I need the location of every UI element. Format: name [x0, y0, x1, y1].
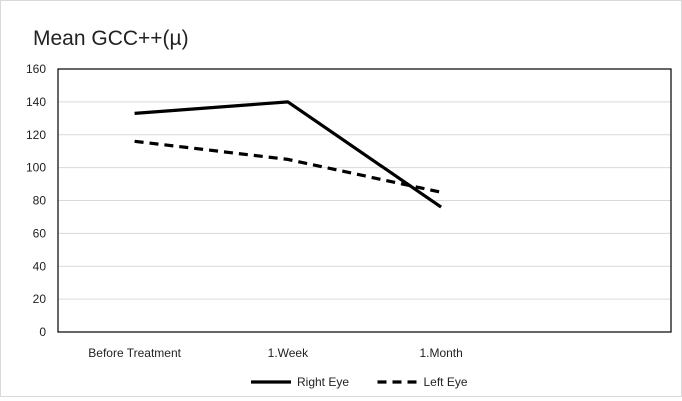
- gridlines: [58, 68, 671, 333]
- series-line-left-eye: [134, 139, 442, 194]
- y-tick-label: 120: [26, 128, 46, 142]
- y-tick-label: 20: [33, 292, 47, 306]
- legend: Right Eye Left Eye: [251, 375, 468, 389]
- chart-title: Mean GCC++(µ): [33, 27, 189, 50]
- y-tick-label: 140: [26, 95, 46, 109]
- y-tick-label: 40: [33, 259, 47, 273]
- x-tick-label: 1.Week: [268, 346, 309, 360]
- series-line-right-eye: [134, 100, 443, 209]
- y-tick-label: 160: [26, 62, 46, 76]
- y-tick-label: 80: [33, 194, 47, 208]
- x-tick-label: Before Treatment: [88, 346, 181, 360]
- y-tick-label: 100: [26, 161, 46, 175]
- x-tick-label: 1.Month: [419, 346, 462, 360]
- y-tick-label: 60: [33, 226, 47, 240]
- series-lines: [134, 100, 443, 209]
- x-axis-tick-labels: Before Treatment 1.Week 1.Month: [88, 346, 463, 360]
- plot-area-border: [57, 68, 672, 333]
- y-tick-label: 0: [39, 325, 46, 339]
- legend-label-left-eye: Left Eye: [424, 375, 468, 389]
- y-axis-tick-labels: 0 20 40 60 80 100 120 140 160: [26, 62, 46, 339]
- legend-label-right-eye: Right Eye: [297, 375, 349, 389]
